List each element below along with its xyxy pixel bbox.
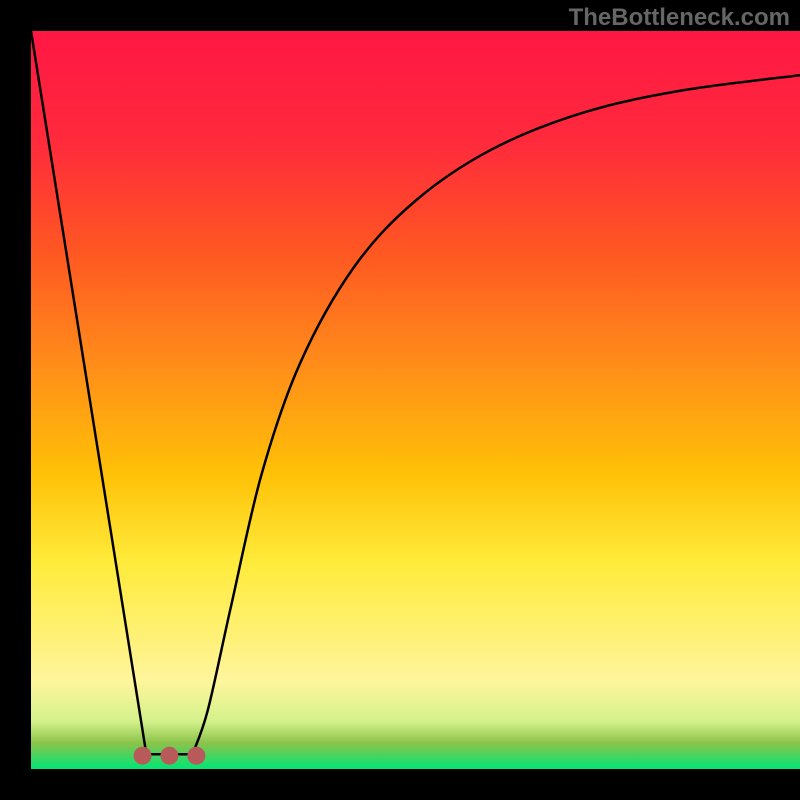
marker-group — [134, 747, 206, 765]
watermark-text: TheBottleneck.com — [569, 4, 790, 32]
marker-dot — [134, 747, 152, 765]
marker-dot — [187, 747, 205, 765]
plot-background — [31, 31, 800, 769]
chart-container: TheBottleneck.com — [0, 0, 800, 800]
chart-svg — [0, 0, 800, 800]
marker-dot — [160, 747, 178, 765]
